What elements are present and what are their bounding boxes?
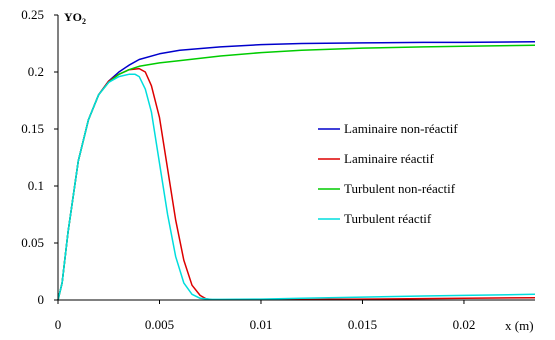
x-axis-label: x (m) — [505, 318, 534, 333]
y-tick-label: 0.1 — [28, 178, 44, 193]
legend-label: Turbulent réactif — [344, 211, 432, 226]
x-tick-label: 0.005 — [145, 317, 174, 332]
plot-area — [57, 41, 536, 301]
series-line-3 — [57, 44, 536, 301]
y-tick-label: 0 — [38, 292, 45, 307]
x-tick-label: 0 — [55, 317, 62, 332]
series-line-4 — [57, 73, 536, 301]
x-tick-label: 0.02 — [453, 317, 476, 332]
legend-label: Laminaire non-réactif — [344, 121, 458, 136]
y-tick-label: 0.15 — [21, 121, 44, 136]
series-line-1 — [57, 41, 536, 301]
y-tick-label: 0.25 — [21, 7, 44, 22]
x-axis-ticks: 0 0.005 0.01 0.015 0.02 — [55, 300, 476, 332]
legend: Laminaire non-réactif Laminaire réactif Tu… — [318, 121, 458, 226]
y-axis-ticks: 0 0.05 0.1 0.15 0.2 0.25 — [21, 7, 58, 307]
legend-label: Turbulent non-réactif — [344, 181, 456, 196]
x-tick-label: 0.01 — [250, 317, 273, 332]
series-line-2 — [57, 67, 536, 301]
x-tick-label: 0.015 — [348, 317, 377, 332]
y-tick-label: 0.05 — [21, 235, 44, 250]
legend-label: Laminaire réactif — [344, 151, 435, 166]
y-axis-label: YO2 — [64, 10, 86, 26]
y-tick-label: 0.2 — [28, 64, 44, 79]
